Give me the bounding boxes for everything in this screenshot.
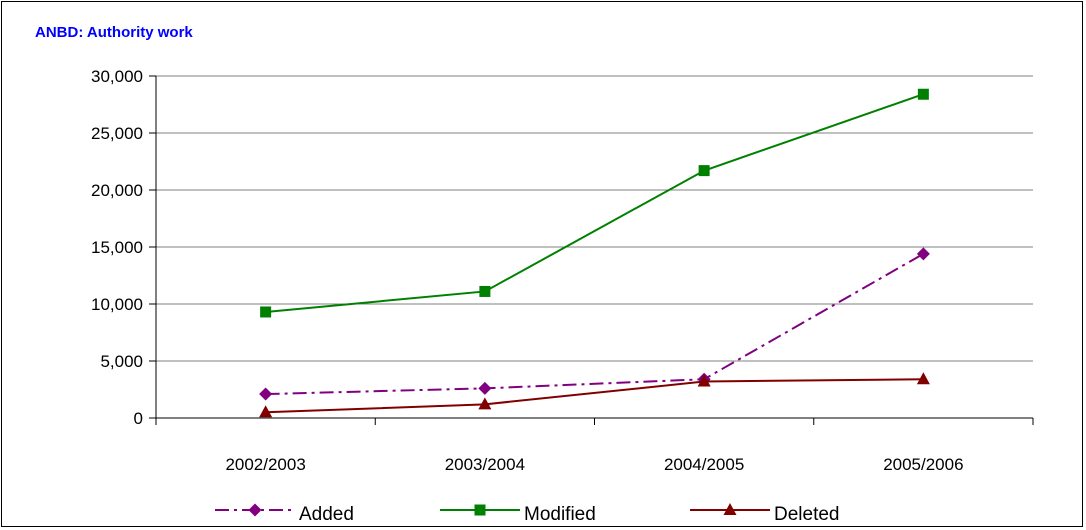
y-tick-label: 15,000	[91, 238, 143, 257]
data-point-added	[916, 247, 930, 261]
tick-labels: 0 5,000 10,000 15,000 20,000 25,000 30,000 2002…	[91, 67, 964, 474]
gridlines	[156, 75, 1033, 362]
series-deleted	[259, 372, 930, 418]
legend-item-modified: Modified	[440, 504, 596, 525]
data-point-deleted	[478, 397, 492, 410]
data-point-modified	[917, 88, 929, 100]
legend: Added Modified Deleted	[215, 503, 840, 525]
series-line-added	[265, 252, 924, 396]
x-tick-label: 2003/2004	[445, 455, 525, 474]
legend-marker-modified	[474, 504, 486, 516]
x-tick-label: 2004/2005	[664, 455, 744, 474]
series-layer	[259, 88, 930, 418]
legend-label-added: Added	[299, 504, 354, 525]
series-modified	[260, 88, 929, 318]
axes	[149, 75, 1034, 425]
data-point-deleted	[259, 405, 273, 418]
x-tick-label: 2005/2006	[883, 455, 963, 474]
series-line-deleted	[265, 378, 924, 414]
data-point-modified	[260, 306, 272, 318]
data-point-added	[478, 381, 492, 395]
x-tick-label: 2002/2003	[225, 455, 305, 474]
data-point-deleted	[697, 374, 711, 387]
series-added	[259, 247, 930, 401]
y-tick-label: 20,000	[91, 181, 143, 200]
y-tick-label: 5,000	[100, 352, 143, 371]
legend-marker-deleted	[723, 503, 737, 515]
y-tick-label: 10,000	[91, 295, 143, 314]
series-line-modified	[265, 93, 924, 313]
data-point-deleted	[916, 372, 930, 385]
legend-marker-added	[248, 503, 262, 517]
legend-label-modified: Modified	[524, 504, 596, 525]
legend-item-deleted: Deleted	[690, 503, 840, 525]
data-point-modified	[479, 285, 491, 297]
legend-item-added: Added	[215, 503, 354, 525]
y-tick-label: 25,000	[91, 124, 143, 143]
chart-title: ANBD: Authority work	[35, 24, 193, 41]
data-point-modified	[698, 165, 710, 177]
data-point-added	[259, 387, 273, 401]
y-tick-label: 30,000	[91, 67, 143, 86]
y-tick-label: 0	[134, 409, 143, 428]
legend-label-deleted: Deleted	[774, 504, 840, 525]
